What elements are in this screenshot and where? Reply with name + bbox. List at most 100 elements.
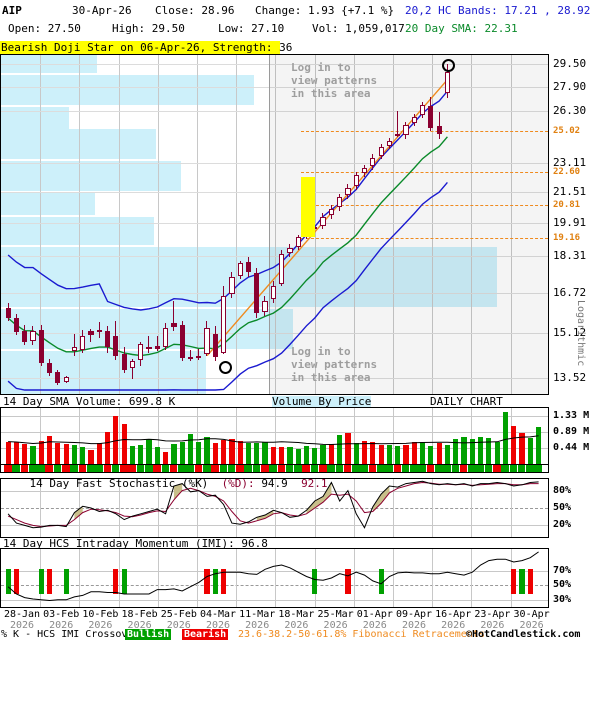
volume-bar[interactable] [461,436,467,464]
candlestick[interactable] [361,164,368,177]
candlestick[interactable] [395,110,401,138]
volume-bar[interactable] [279,447,285,464]
candlestick[interactable] [287,243,293,257]
volume-bar[interactable] [163,452,169,464]
imi-crossover-marker[interactable] [378,569,384,594]
candlestick[interactable] [46,358,53,376]
price-chart-panel[interactable]: Log in to view patterns in this area Log … [0,54,549,395]
candlestick[interactable] [229,272,235,299]
candlestick[interactable] [345,184,351,200]
candlestick[interactable] [105,325,111,353]
imi-crossover-marker[interactable] [519,569,525,594]
volume-bar[interactable] [121,424,127,464]
volume-panel[interactable] [0,407,549,465]
candlestick[interactable] [171,300,177,332]
imi-crossover-marker[interactable] [121,569,127,594]
imi-crossover-marker[interactable] [38,569,44,594]
volume-bar[interactable] [419,441,426,464]
imi-crossover-marker[interactable] [527,569,533,594]
candlestick[interactable] [121,347,127,373]
volume-bar[interactable] [13,442,20,464]
volume-bar[interactable] [262,442,268,464]
volume-bar[interactable] [22,444,28,464]
volume-bar[interactable] [411,441,417,464]
candlestick[interactable] [129,358,136,379]
candlestick[interactable] [370,154,376,170]
volume-bar[interactable] [535,427,542,464]
volume-bar[interactable] [303,445,310,464]
volume-bar[interactable] [71,445,78,464]
volume-bar[interactable] [237,441,243,464]
volume-bar[interactable] [55,443,61,464]
candlestick[interactable] [337,193,343,211]
volume-bar[interactable] [270,447,276,464]
candlestick[interactable] [113,320,119,360]
stochastic-panel[interactable] [0,478,549,538]
pattern-marker-top[interactable] [442,59,456,72]
volume-bar[interactable] [370,441,376,464]
volume-bar[interactable] [353,443,359,464]
candlestick[interactable] [419,101,426,119]
volume-bar[interactable] [386,444,392,464]
volume-bar[interactable] [5,441,11,464]
volume-bar[interactable] [295,448,301,464]
volume-bar[interactable] [113,415,119,464]
volume-bar[interactable] [129,445,136,464]
imi-crossover-marker[interactable] [113,569,119,594]
candlestick[interactable] [328,205,334,219]
volume-bar[interactable] [502,411,509,464]
candlestick[interactable] [5,303,11,321]
imi-crossover-marker[interactable] [312,569,318,594]
pattern-banner[interactable]: Bearish Doji Star on 06-Apr-26, Strength… [0,41,293,54]
imi-crossover-marker[interactable] [13,569,20,594]
candlestick[interactable] [353,171,359,190]
pattern-marker-bottom[interactable] [218,361,232,375]
volume-bar[interactable] [96,443,102,464]
volume-bar[interactable] [527,438,533,464]
volume-bar[interactable] [328,444,334,464]
volume-bar[interactable] [519,432,525,464]
volume-bar[interactable] [46,435,53,464]
candlestick[interactable] [88,328,94,342]
candlestick[interactable] [163,323,169,351]
candlestick[interactable] [245,256,252,277]
volume-bar[interactable] [337,435,343,464]
volume-bar[interactable] [63,443,69,464]
candlestick[interactable] [320,212,326,229]
volume-bar[interactable] [179,442,185,464]
volume-bar[interactable] [229,439,235,464]
imi-crossover-marker[interactable] [511,569,517,594]
volume-bar[interactable] [221,440,227,464]
candlestick[interactable] [22,324,28,345]
volume-bar[interactable] [453,438,459,464]
volume-bar[interactable] [320,445,326,464]
volume-bar[interactable] [154,447,160,464]
imi-crossover-marker[interactable] [212,569,218,594]
candlestick[interactable] [204,320,210,356]
volume-bar[interactable] [403,445,409,464]
candlestick[interactable] [411,113,417,127]
candlestick[interactable] [221,286,227,355]
volume-bar[interactable] [38,440,44,464]
volume-bar[interactable] [287,447,293,464]
candlestick[interactable] [179,320,185,362]
volume-bar[interactable] [312,447,318,464]
imi-crossover-marker[interactable] [46,569,53,594]
candlestick[interactable] [279,249,285,287]
candlestick[interactable] [262,295,268,316]
candlestick[interactable] [386,137,392,150]
candlestick[interactable] [13,314,20,336]
candlestick[interactable] [428,97,434,131]
candlestick[interactable] [154,336,160,352]
candlestick[interactable] [444,64,451,99]
volume-bar[interactable] [254,443,260,464]
volume-bar[interactable] [88,450,94,464]
candlestick[interactable] [138,341,144,366]
volume-bar[interactable] [486,438,492,464]
volume-bar[interactable] [477,436,484,464]
login-overlay-top[interactable]: Log in to view patterns in this area [291,61,378,100]
candlestick[interactable] [80,329,86,353]
imi-crossover-marker[interactable] [63,569,69,594]
volume-bar[interactable] [345,432,351,464]
volume-bar[interactable] [80,446,86,464]
